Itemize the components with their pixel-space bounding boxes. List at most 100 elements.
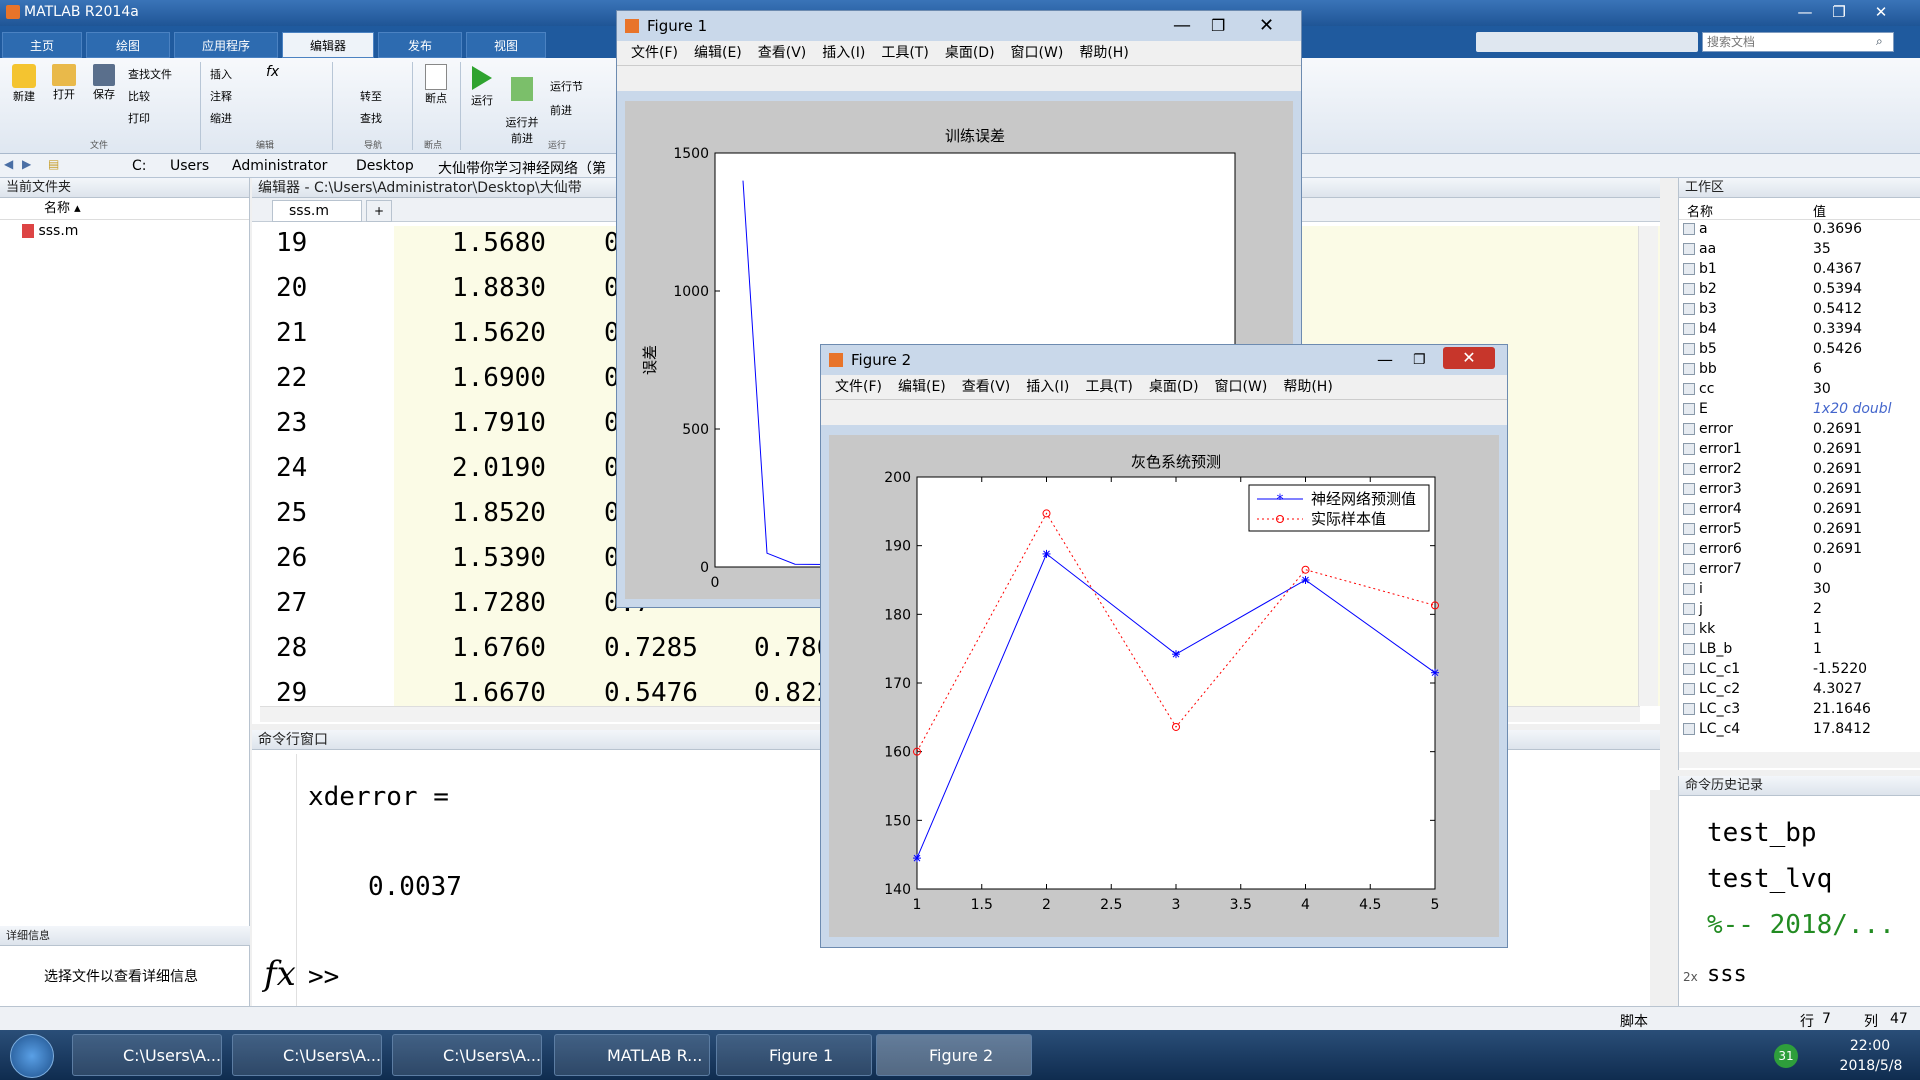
history-item[interactable]: test_bp xyxy=(1707,818,1817,848)
function-browser-icon[interactable]: fx xyxy=(264,954,296,994)
workspace-row[interactable]: aa 35 xyxy=(1679,240,1920,260)
taskbar-explorer-2[interactable]: C:\Users\A... xyxy=(232,1034,382,1076)
workspace-row[interactable]: error 0.2691 xyxy=(1679,420,1920,440)
workspace-row[interactable]: LC_c4 17.8412 xyxy=(1679,720,1920,740)
quick-access-toolbar[interactable] xyxy=(1476,32,1698,52)
search-docs-input[interactable]: 搜索文档 xyxy=(1702,32,1894,52)
menu-edit[interactable]: 编辑(E) xyxy=(693,45,742,61)
find-button[interactable]: 查找 xyxy=(360,112,382,125)
workspace-row[interactable]: b3 0.5412 xyxy=(1679,300,1920,320)
tab-home[interactable]: 主页 xyxy=(2,32,82,58)
workspace-row[interactable]: error4 0.2691 xyxy=(1679,500,1920,520)
path-segment[interactable]: Users xyxy=(170,158,210,174)
menu-edit[interactable]: 编辑(E) xyxy=(897,379,946,395)
menu-view[interactable]: 查看(V) xyxy=(961,379,1011,395)
search-icon[interactable]: ⌕ xyxy=(1876,34,1883,48)
workspace-row[interactable]: LB_b 1 xyxy=(1679,640,1920,660)
folder-up-icon[interactable]: ▤ xyxy=(48,157,60,171)
figure2-maximize-button[interactable]: ❐ xyxy=(1413,352,1426,368)
tray-badge[interactable]: 31 xyxy=(1774,1044,1798,1068)
find-files-button[interactable]: 查找文件 xyxy=(128,68,172,81)
goto-button[interactable]: 转至 xyxy=(360,90,382,103)
start-button[interactable] xyxy=(10,1034,54,1078)
taskbar-explorer-1[interactable]: C:\Users\A... xyxy=(72,1034,222,1076)
path-segment[interactable]: Administrator xyxy=(232,158,328,174)
workspace-row[interactable]: bb 6 xyxy=(1679,360,1920,380)
workspace-row[interactable]: b4 0.3394 xyxy=(1679,320,1920,340)
workspace-row[interactable]: error1 0.2691 xyxy=(1679,440,1920,460)
tab-apps[interactable]: 应用程序 xyxy=(174,32,278,58)
figure2-titlebar[interactable]: Figure 2 — ❐ ✕ xyxy=(821,345,1507,375)
maximize-button[interactable]: ❐ xyxy=(1832,3,1846,21)
workspace-row[interactable]: error3 0.2691 xyxy=(1679,480,1920,500)
clock-date[interactable]: 2018/5/8 xyxy=(1839,1058,1903,1074)
figure2-close-button[interactable]: ✕ xyxy=(1443,347,1495,369)
path-segment[interactable]: Desktop xyxy=(356,158,414,174)
ws-col-name[interactable]: 名称 xyxy=(1687,205,1714,220)
print-button[interactable]: 打印 xyxy=(128,112,150,125)
compare-button[interactable]: 比较 xyxy=(128,90,150,103)
indent-button[interactable]: 缩进 xyxy=(210,112,232,125)
editor-scrollbar[interactable] xyxy=(1638,226,1658,706)
menu-window[interactable]: 窗口(W) xyxy=(1214,379,1268,395)
command-scrollbar[interactable] xyxy=(1650,790,1660,1006)
workspace-row[interactable]: cc 30 xyxy=(1679,380,1920,400)
workspace-row[interactable]: b2 0.5394 xyxy=(1679,280,1920,300)
insert-button[interactable]: 插入 xyxy=(210,68,232,81)
figure1-titlebar[interactable]: Figure 1 — ❐ ✕ xyxy=(617,11,1301,41)
tab-sss-m[interactable]: sss.m xyxy=(272,200,362,222)
menu-file[interactable]: 文件(F) xyxy=(631,45,678,61)
run-section-button[interactable]: 运行节 xyxy=(550,80,583,93)
workspace-row[interactable]: error7 0 xyxy=(1679,560,1920,580)
tab-view[interactable]: 视图 xyxy=(466,32,546,58)
menu-desktop[interactable]: 桌面(D) xyxy=(1148,379,1199,395)
figure1-toolbar[interactable] xyxy=(617,65,1301,91)
back-icon[interactable]: ◀ xyxy=(4,157,14,171)
command-prompt[interactable]: >> xyxy=(308,962,340,992)
figure2-window[interactable]: Figure 2 — ❐ ✕ 文件(F) 编辑(E) 查看(V) 插入(I) 工具(T)… xyxy=(820,344,1508,948)
workspace-row[interactable]: i 30 xyxy=(1679,580,1920,600)
menu-view[interactable]: 查看(V) xyxy=(757,45,807,61)
workspace-row[interactable]: b5 0.5426 xyxy=(1679,340,1920,360)
figure1-minimize-button[interactable]: — xyxy=(1173,15,1191,36)
workspace-row[interactable]: a 0.3696 xyxy=(1679,220,1920,240)
new-button[interactable]: 新建 xyxy=(6,64,42,104)
ws-col-value[interactable]: 值 xyxy=(1813,205,1827,220)
tab-editor[interactable]: 编辑器 xyxy=(282,32,374,58)
menu-window[interactable]: 窗口(W) xyxy=(1010,45,1064,61)
workspace-row[interactable]: b1 0.4367 xyxy=(1679,260,1920,280)
workspace-row[interactable]: kk 1 xyxy=(1679,620,1920,640)
comment-button[interactable]: 注释 xyxy=(210,90,232,103)
tab-plots[interactable]: 绘图 xyxy=(86,32,170,58)
open-button[interactable]: 打开 xyxy=(46,64,82,102)
workspace-row[interactable]: LC_c1 -1.5220 xyxy=(1679,660,1920,680)
run-button[interactable]: 运行 xyxy=(464,64,500,108)
workspace-row[interactable]: LC_c2 4.3027 xyxy=(1679,680,1920,700)
close-button[interactable]: ✕ xyxy=(1874,3,1888,21)
history-item[interactable]: sss xyxy=(1707,962,1747,987)
taskbar-matlab[interactable]: MATLAB R... xyxy=(554,1034,710,1076)
menu-file[interactable]: 文件(F) xyxy=(835,379,882,395)
menu-insert[interactable]: 插入(I) xyxy=(822,45,866,61)
taskbar-figure2[interactable]: Figure 2 xyxy=(876,1034,1032,1076)
minimize-button[interactable]: — xyxy=(1797,3,1813,21)
run-and-advance-button[interactable]: 运行并 前进 xyxy=(500,64,544,159)
path-segment[interactable]: 大仙带你学习神经网络（第 xyxy=(438,161,606,177)
figure2-minimize-button[interactable]: — xyxy=(1377,350,1393,369)
history-item[interactable]: test_lvq xyxy=(1707,864,1833,894)
col-name-header[interactable]: 名称 ▴ xyxy=(0,198,249,220)
figure1-maximize-button[interactable]: ❐ xyxy=(1211,16,1226,35)
save-button[interactable]: 保存 xyxy=(86,64,122,102)
menu-help[interactable]: 帮助(H) xyxy=(1283,379,1333,395)
workspace-row[interactable]: error5 0.2691 xyxy=(1679,520,1920,540)
tab-publish[interactable]: 发布 xyxy=(378,32,462,58)
workspace-row[interactable]: LC_c3 21.1646 xyxy=(1679,700,1920,720)
path-segment[interactable]: C: xyxy=(132,158,147,174)
menu-tools[interactable]: 工具(T) xyxy=(1085,379,1133,395)
workspace-row[interactable]: E 1x20 doubl xyxy=(1679,400,1920,420)
menu-insert[interactable]: 插入(I) xyxy=(1026,379,1070,395)
taskbar-figure1[interactable]: Figure 1 xyxy=(716,1034,872,1076)
taskbar-explorer-3[interactable]: C:\Users\A... xyxy=(392,1034,542,1076)
menu-help[interactable]: 帮助(H) xyxy=(1079,45,1129,61)
menu-tools[interactable]: 工具(T) xyxy=(881,45,929,61)
